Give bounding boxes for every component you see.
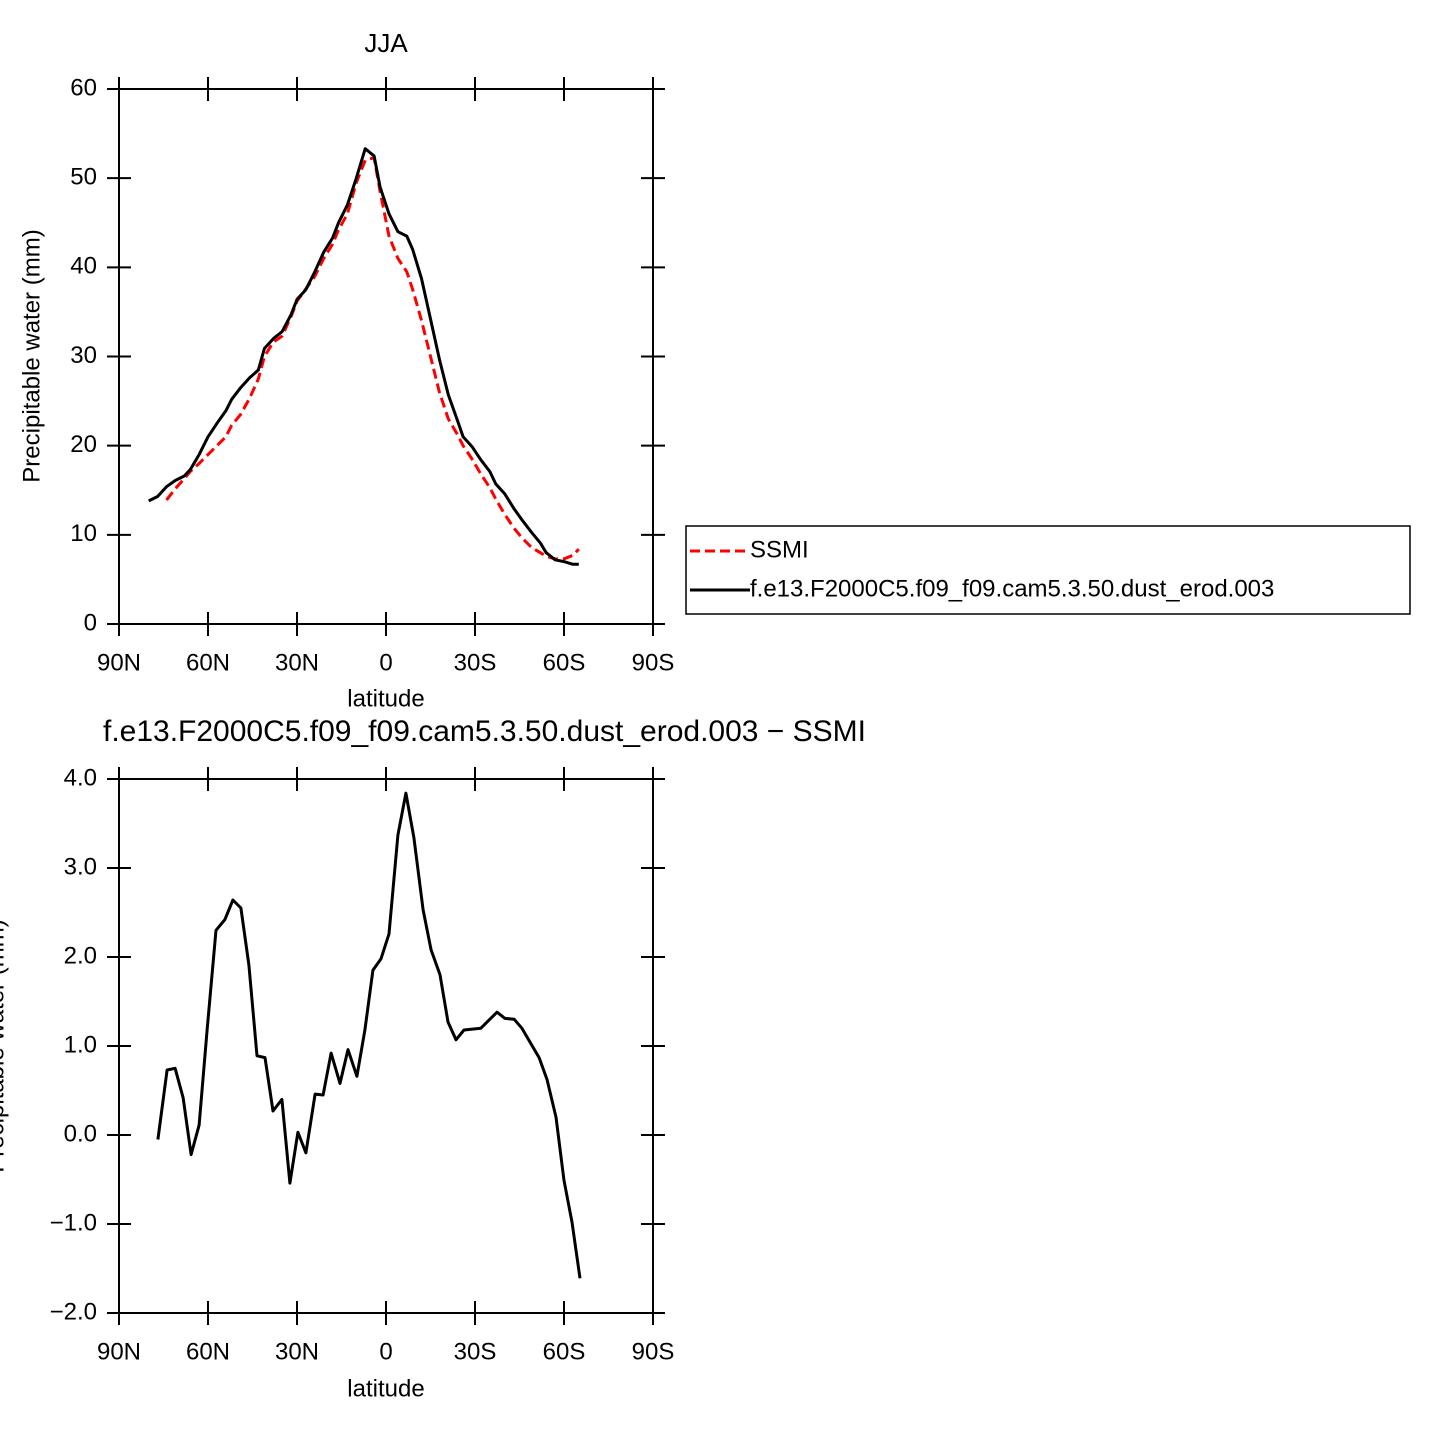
x-tick-label: 90S [632,1338,675,1365]
y-tick-label: 10 [70,520,97,547]
y-tick-label: 50 [70,164,97,191]
data-line [156,791,582,1279]
y-tick-label: 30 [70,342,97,369]
x-tick-label: 60S [543,649,586,676]
legend-box [685,525,1411,615]
x-tick-label: 0 [379,1338,392,1365]
x-tick-label: 30N [275,649,319,676]
x-tick-label: 90N [97,649,141,676]
y-tick-label: 40 [70,253,97,280]
y-tick-label: 20 [70,431,97,458]
y-tick-label: 0.0 [64,1120,97,1147]
y-tick-label: 0 [84,609,97,636]
chart-title: JJA [364,28,408,58]
chart-title: f.e13.F2000C5.f09_f09.cam5.3.50.dust_ero… [103,715,866,748]
y-tick-label: 3.0 [64,853,97,880]
y-tick-label: −1.0 [50,1209,97,1236]
x-tick-label: 90N [97,1338,141,1365]
x-tick-label: 30S [454,1338,497,1365]
y-axis-label: Precipitable water (mm) [18,229,45,482]
x-tick-label: 60S [543,1338,586,1365]
x-tick-label: 90S [632,649,675,676]
x-tick-label: 0 [379,649,392,676]
y-axis-label: Precipitable water (mm) [0,919,9,1172]
y-tick-label: 1.0 [64,1031,97,1058]
x-tick-label: 30N [275,1338,319,1365]
y-tick-label: 2.0 [64,942,97,969]
y-tick-label: −2.0 [50,1298,97,1325]
x-tick-label: 60N [186,649,230,676]
y-tick-label: 4.0 [64,764,97,791]
legend-label: f.e13.F2000C5.f09_f09.cam5.3.50.dust_ero… [750,575,1274,602]
x-axis-label: latitude [347,685,424,712]
x-axis-label: latitude [347,1375,424,1402]
x-tick-label: 30S [454,649,497,676]
y-tick-label: 60 [70,74,97,101]
data-line [148,147,579,566]
x-tick-label: 60N [186,1338,230,1365]
legend-label: SSMI [750,536,809,563]
